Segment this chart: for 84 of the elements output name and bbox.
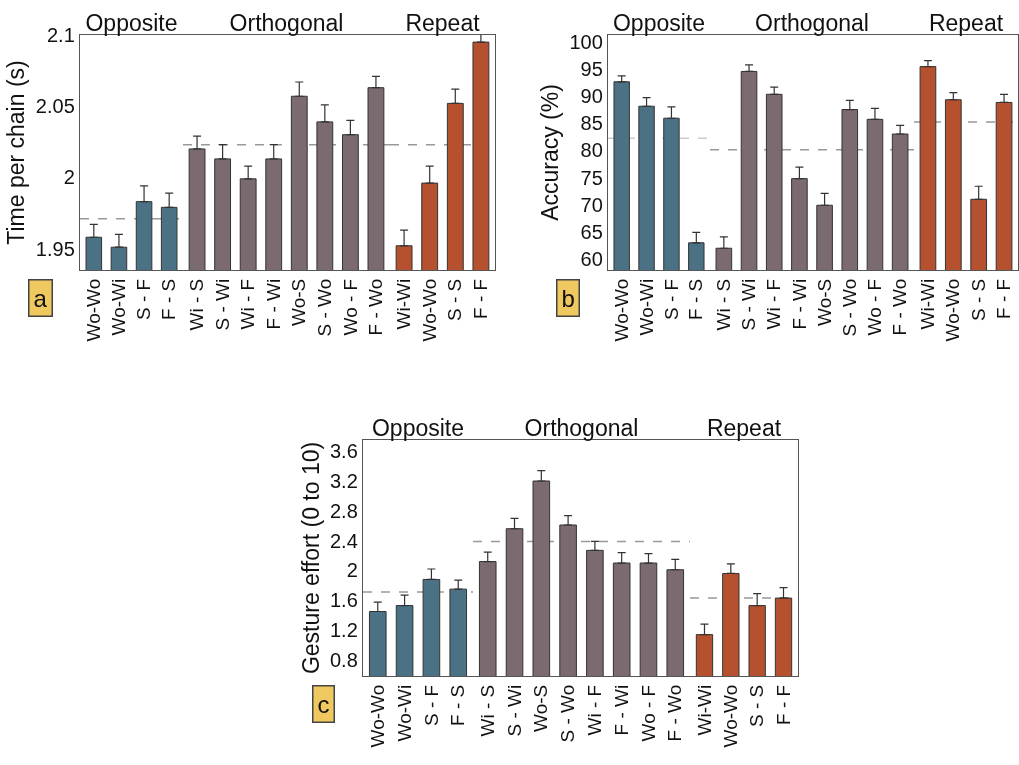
chart-title: Opposite xyxy=(612,10,706,36)
y-tick-label: 1.6 xyxy=(329,589,358,612)
chart-title: Repeat xyxy=(706,415,782,441)
x-tick-label: F - S xyxy=(685,278,707,320)
y-tick-label: 0.8 xyxy=(329,648,358,671)
y-tick-label: 2 xyxy=(63,166,75,189)
y-tick-label: 3.2 xyxy=(329,470,358,493)
x-tick-label: F - Wo xyxy=(664,684,686,742)
y-tick-label: 2 xyxy=(346,559,358,582)
y-axis-title: Time per chain (s) xyxy=(3,60,30,245)
chart-title: Orthogonal xyxy=(755,10,869,36)
x-tick-label: Wi-Wi xyxy=(393,278,415,330)
chart-title: Opposite xyxy=(371,415,465,441)
text: b xyxy=(561,284,575,312)
x-tick-label: Wi-Wi xyxy=(917,278,939,330)
x-tick-label: Wo-Wo xyxy=(83,278,104,342)
y-tick-label: 1.2 xyxy=(329,619,358,642)
x-tick-label: F - F xyxy=(772,684,794,725)
y-tick-label: 2.4 xyxy=(329,529,358,552)
x-tick-label: Wo-Wo xyxy=(366,684,388,748)
x-tick-label: Wo-S xyxy=(530,684,552,732)
x-tick-label: Wi - S xyxy=(713,278,735,331)
y-tick-label: 2.8 xyxy=(329,499,358,522)
x-tick-label: Wo-Wi xyxy=(635,278,657,336)
x-tick-label: S - Wo xyxy=(314,278,336,337)
x-tick-label: Wo-Wi xyxy=(393,684,415,742)
x-tick-label: S - F xyxy=(133,278,155,320)
y-axis-title: Accuracy (%) xyxy=(536,84,563,221)
y-tick-label: 1.95 xyxy=(35,237,75,260)
x-tick-label: Wo-Wo xyxy=(418,278,440,342)
y-tick-label: 80 xyxy=(580,139,603,162)
x-tick-label: F - Wi xyxy=(262,278,284,330)
x-tick-label: Wi - S xyxy=(186,278,208,331)
x-tick-label: S - Wi xyxy=(738,278,760,331)
x-tick-label: F - F xyxy=(993,278,1015,319)
y-tick-label: 70 xyxy=(580,193,603,216)
chart-title: Orthogonal xyxy=(524,415,639,441)
x-tick-label: Wo-Wo xyxy=(610,278,632,342)
x-tick-label: Wo - F xyxy=(637,684,659,742)
x-tick-label: S - Wi xyxy=(503,684,525,737)
x-tick-label: Wo - F xyxy=(864,278,886,336)
x-tick-label: Wo-S xyxy=(813,278,835,326)
x-tick-label: Wi - F xyxy=(584,684,606,736)
x-tick-label: S - F xyxy=(660,278,682,320)
x-tick-label: Wi-Wi xyxy=(693,684,715,736)
x-tick-label: S - S xyxy=(967,278,989,322)
x-tick-label: S - Wo xyxy=(838,278,860,337)
y-tick-label: 100 xyxy=(569,30,603,53)
y-tick-label: 3.6 xyxy=(329,440,358,463)
text: c xyxy=(317,690,330,718)
y-tick-label: 75 xyxy=(580,166,603,189)
y-tick-label: 90 xyxy=(580,84,603,107)
x-tick-label: F - Wo xyxy=(365,278,387,336)
y-tick-label: 95 xyxy=(580,57,603,80)
y-tick-label: 2.05 xyxy=(35,95,75,118)
y-tick-label: 2.1 xyxy=(46,24,75,46)
x-tick-label: S - Wo xyxy=(557,684,579,743)
y-tick-label: 85 xyxy=(580,112,603,135)
x-tick-label: F - Wi xyxy=(610,684,632,736)
chart-title: Opposite xyxy=(85,10,178,36)
x-tick-label: F - Wo xyxy=(889,278,911,336)
x-tick-label: Wi - S xyxy=(476,684,498,737)
x-tick-label: F - F xyxy=(470,278,492,319)
chart-title: Repeat xyxy=(405,10,481,36)
x-tick-label: Wi - F xyxy=(237,278,259,330)
x-tick-label: Wo-Wi xyxy=(108,278,130,336)
chart-title: Orthogonal xyxy=(229,10,344,36)
y-tick-label: 60 xyxy=(580,248,603,271)
x-tick-label: Wi - F xyxy=(763,278,785,330)
x-tick-label: Wo-Wo xyxy=(942,278,964,342)
chart-title: Repeat xyxy=(928,10,1004,36)
x-tick-label: S - Wi xyxy=(211,278,233,331)
x-tick-label: F - Wi xyxy=(788,278,810,330)
y-axis-title: Gesture effort (0 to 10) xyxy=(297,441,324,675)
x-tick-label: Wo - F xyxy=(339,278,361,336)
text: a xyxy=(33,284,48,312)
x-tick-label: Wo-S xyxy=(288,278,310,326)
x-tick-label: F - S xyxy=(158,278,180,320)
x-tick-label: Wo-Wo xyxy=(720,684,742,748)
x-tick-label: S - F xyxy=(420,684,442,726)
x-tick-label: F - S xyxy=(447,684,469,726)
y-tick-label: 65 xyxy=(580,220,603,243)
x-tick-label: S - S xyxy=(444,278,466,322)
x-tick-label: S - S xyxy=(746,684,768,728)
